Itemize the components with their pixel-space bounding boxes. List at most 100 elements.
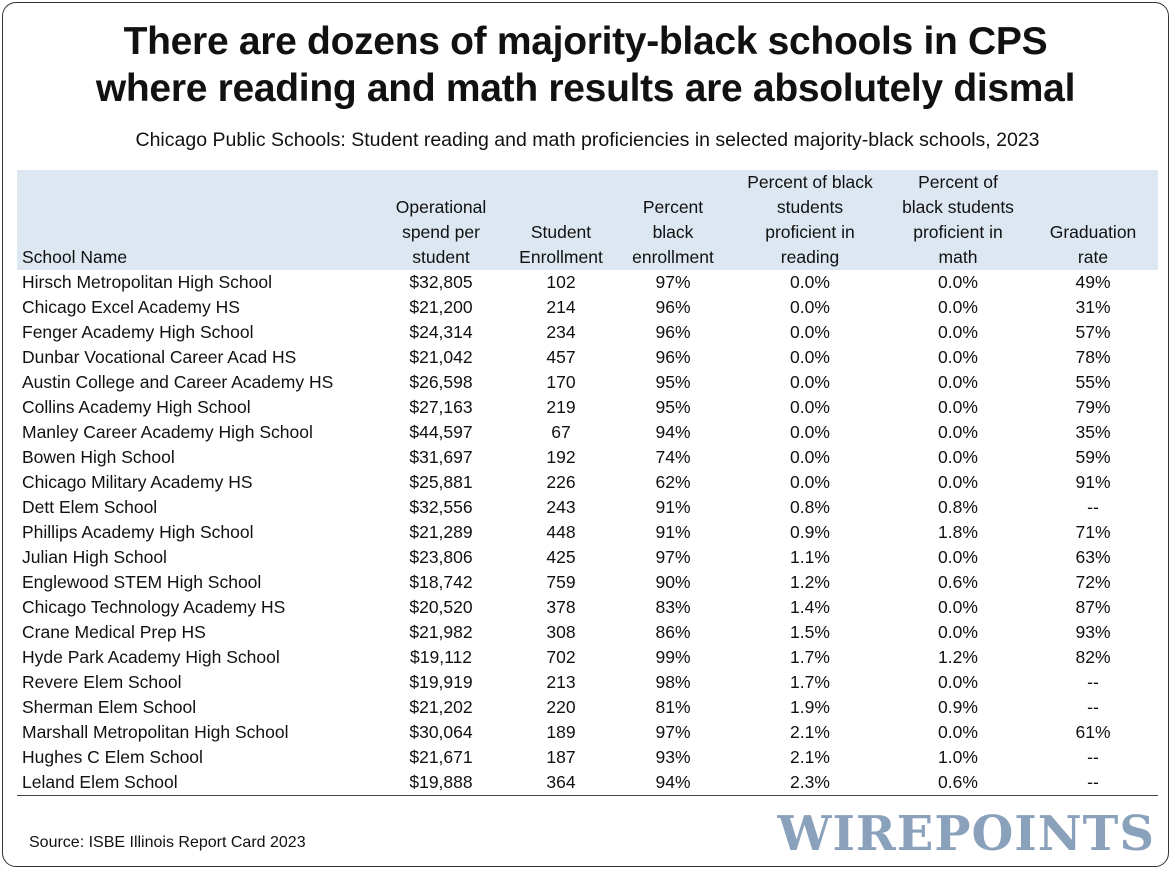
- table-cell: 0.0%: [790, 472, 830, 492]
- table-cell: 57%: [1075, 322, 1111, 342]
- column-header: Percent of black students proficient in rea…: [732, 170, 888, 270]
- school-name-cell: Hirsch Metropolitan High School: [22, 272, 272, 292]
- table-row: Chicago Technology Academy HS $20,520 378 8…: [17, 595, 1158, 620]
- table-cell: 219: [546, 397, 576, 417]
- school-name-cell: Phillips Academy High School: [22, 522, 254, 542]
- table-cell: 0.0%: [938, 622, 978, 642]
- table-cell: 59%: [1075, 447, 1111, 467]
- table-cell: $32,805: [409, 272, 473, 292]
- column-header-line: students: [776, 197, 844, 217]
- table-cell: $24,314: [409, 322, 473, 342]
- column-header: Graduation rate: [1028, 170, 1158, 270]
- table-cell: 378: [546, 597, 576, 617]
- table-cell: $19,888: [374, 770, 508, 796]
- table-cell: 1.8%: [938, 522, 978, 542]
- table-cell: 98%: [655, 672, 691, 692]
- title-line-1: There are dozens of majority-black schoo…: [123, 20, 1048, 63]
- table-cell: $20,520: [409, 597, 473, 617]
- table-row: Marshall Metropolitan High School $30,064…: [17, 720, 1158, 745]
- column-header-line: Student: [530, 222, 592, 242]
- table-cell: $21,042: [409, 347, 473, 367]
- school-name-cell: Hyde Park Academy High School: [22, 647, 280, 667]
- table-cell: $21,982: [409, 622, 473, 642]
- table-row: Dunbar Vocational Career Acad HS $21,042 4…: [17, 345, 1158, 370]
- source-note: Source: ISBE Illinois Report Card 2023: [29, 834, 306, 851]
- table-cell: 2.1%: [790, 722, 830, 742]
- column-header: School Name: [17, 170, 374, 270]
- table-cell: 96%: [655, 322, 691, 342]
- column-header-line: School Name: [22, 247, 128, 267]
- table-cell: 214: [546, 297, 576, 317]
- column-header-line: math: [938, 247, 978, 267]
- table-row: Englewood STEM High School $18,742 759 90% 1…: [17, 570, 1158, 595]
- table-cell: $21,289: [409, 522, 473, 542]
- table-cell: 457: [546, 347, 576, 367]
- school-name-cell: Collins Academy High School: [22, 397, 251, 417]
- column-header-line: Enrollment: [519, 247, 603, 267]
- table-cell: 94%: [614, 770, 732, 796]
- page-title: There are dozens of majority-black schoo…: [0, 18, 1171, 112]
- table-cell: 95%: [655, 397, 691, 417]
- column-header-line: Percent of black: [747, 172, 873, 192]
- table-cell: 86%: [655, 622, 691, 642]
- table-row: Revere Elem School $19,919 213 98% 1.7% 0.0% -…: [17, 670, 1158, 695]
- table-row: Hughes C Elem School $21,671 187 93% 2.1% 1.0…: [17, 745, 1158, 770]
- table-cell: 87%: [1075, 597, 1111, 617]
- table-cell: 0.0%: [938, 722, 978, 742]
- subtitle: Chicago Public Schools: Student reading …: [135, 129, 1040, 151]
- table-cell: 220: [546, 697, 576, 717]
- column-header-line: student: [412, 247, 470, 267]
- table-cell: 1.2%: [938, 647, 978, 667]
- table-cell: 0.0%: [938, 397, 978, 417]
- table-row: Chicago Excel Academy HS $21,200 214 96% 0.0…: [17, 295, 1158, 320]
- table-cell: 0.0%: [938, 547, 978, 567]
- table-cell: --: [1028, 770, 1158, 796]
- table-cell: 90%: [655, 572, 691, 592]
- school-name-cell: Julian High School: [22, 547, 167, 567]
- column-header: Percent black enrollment: [614, 170, 732, 270]
- table-cell: 83%: [655, 597, 691, 617]
- table-row: Manley Career Academy High School $44,597…: [17, 420, 1158, 445]
- table-cell: 1.1%: [790, 547, 830, 567]
- table-cell: 78%: [1075, 347, 1111, 367]
- table-cell: 0.0%: [938, 422, 978, 442]
- table-cell: 0.0%: [938, 672, 978, 692]
- table-cell: $19,112: [410, 647, 472, 667]
- school-name-cell: Fenger Academy High School: [22, 322, 254, 342]
- table-cell: $30,064: [409, 722, 473, 742]
- column-header-line: Percent of: [918, 172, 998, 192]
- table-cell: $26,598: [409, 372, 473, 392]
- table-cell: 0.0%: [938, 372, 978, 392]
- school-name-cell: Bowen High School: [22, 447, 175, 467]
- table-cell: 0.0%: [938, 347, 978, 367]
- table-cell: 102: [546, 272, 576, 292]
- table-row: Hyde Park Academy High School $19,112 702 9…: [17, 645, 1158, 670]
- column-header-line: Percent: [642, 197, 704, 217]
- school-name-cell: Chicago Excel Academy HS: [22, 297, 240, 317]
- school-name-cell: Dunbar Vocational Career Acad HS: [22, 347, 297, 367]
- table-cell: 82%: [1075, 647, 1111, 667]
- table-cell: 0.0%: [790, 347, 830, 367]
- table-cell: 91%: [1075, 472, 1111, 492]
- table-cell: 0.0%: [938, 272, 978, 292]
- table-row: Collins Academy High School $27,163 219 95%…: [17, 395, 1158, 420]
- table-cell: 0.8%: [938, 497, 978, 517]
- column-header-line: enrollment: [632, 247, 714, 267]
- table-cell: 95%: [655, 372, 691, 392]
- column-header: Student Enrollment: [508, 170, 614, 270]
- table-cell: 31%: [1075, 297, 1111, 317]
- table-cell: 189: [546, 722, 576, 742]
- table-cell: 0.0%: [790, 397, 830, 417]
- school-name-cell: Crane Medical Prep HS: [22, 622, 206, 642]
- table-row: Chicago Military Academy HS $25,881 226 62%…: [17, 470, 1158, 495]
- table-cell: 0.8%: [790, 497, 830, 517]
- column-header-line: Graduation: [1049, 222, 1137, 242]
- table-cell: 35%: [1075, 422, 1111, 442]
- table-cell: 2.3%: [732, 770, 888, 796]
- table-header: School Name Operational spend per student St…: [17, 170, 1158, 270]
- table-row: Dett Elem School $32,556 243 91% 0.8% 0.8% --: [17, 495, 1158, 520]
- table-row: Fenger Academy High School $24,314 234 96% 0…: [17, 320, 1158, 345]
- table-cell: 67: [551, 422, 571, 442]
- table-cell: 1.0%: [938, 747, 978, 767]
